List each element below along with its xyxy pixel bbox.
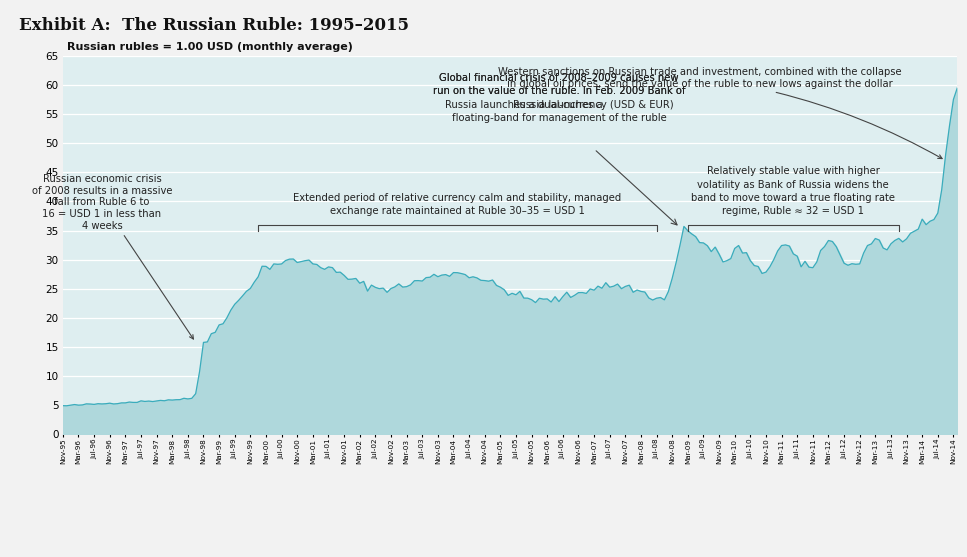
- Text: Global financial crisis of 2008–2009 causes new
run on the value of the ruble. I: Global financial crisis of 2008–2009 cau…: [432, 73, 686, 123]
- Text: Russian economic crisis
of 2008 results in a massive
fall from Ruble 6 to
16 = U: Russian economic crisis of 2008 results …: [32, 174, 193, 339]
- Text: Russian rubles = 1.00 USD (monthly average): Russian rubles = 1.00 USD (monthly avera…: [68, 42, 353, 52]
- Text: Relatively stable value with higher
volatility as Bank of Russia widens the
band: Relatively stable value with higher vola…: [691, 167, 895, 216]
- Text: Extended period of relative currency calm and stability, managed
exchange rate m: Extended period of relative currency cal…: [293, 193, 622, 216]
- Text: Exhibit A:  The Russian Ruble: 1995–2015: Exhibit A: The Russian Ruble: 1995–2015: [19, 17, 409, 34]
- Text: Global financial crisis of 2008–2009 causes new
run on the value of the ruble. I: Global financial crisis of 2008–2009 cau…: [432, 73, 686, 110]
- Text: Western sanctions on Russian trade and investment, combined with the collapse
in: Western sanctions on Russian trade and i…: [498, 67, 942, 159]
